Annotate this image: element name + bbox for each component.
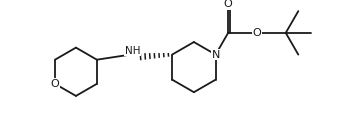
Text: O: O bbox=[253, 28, 261, 38]
Text: N: N bbox=[211, 50, 220, 60]
Text: O: O bbox=[224, 0, 233, 9]
Text: O: O bbox=[51, 79, 59, 89]
Text: NH: NH bbox=[125, 46, 140, 56]
